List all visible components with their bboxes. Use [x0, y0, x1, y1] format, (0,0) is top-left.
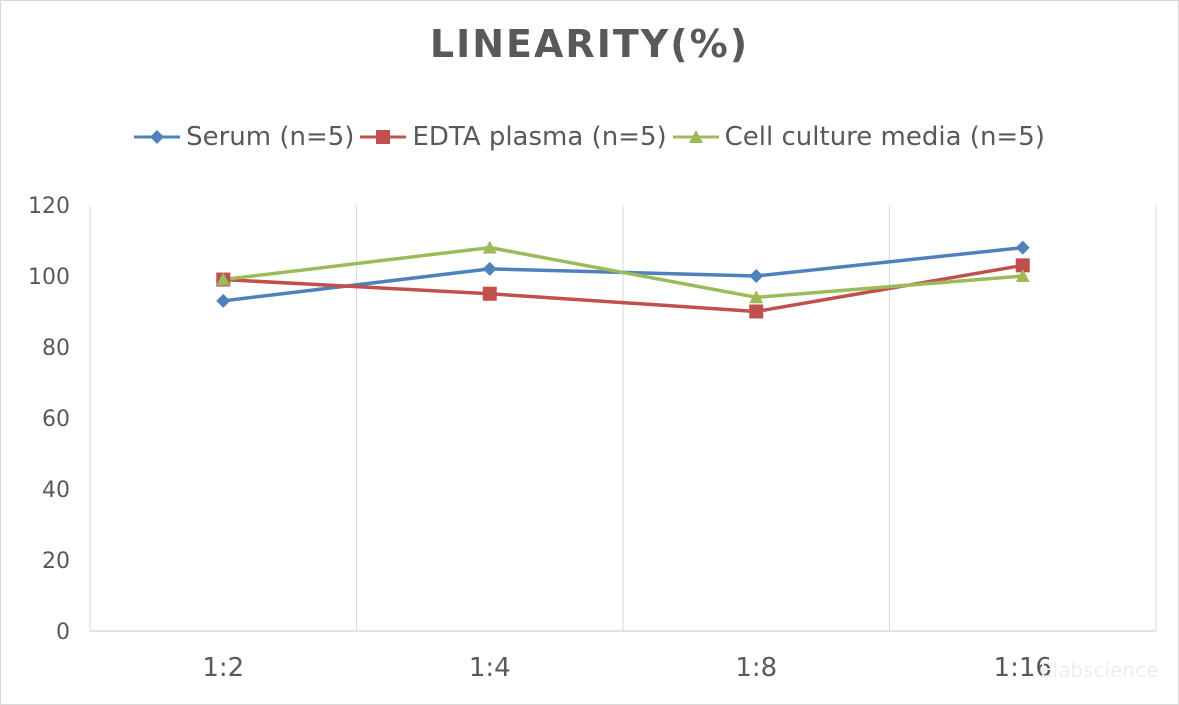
chart-title: LINEARITY(%) — [429, 22, 750, 66]
x-tick-label: 1:16 — [994, 653, 1052, 683]
x-tick-label: 1:4 — [469, 653, 511, 683]
y-tick-label: 20 — [42, 549, 70, 574]
legend-item-cell-culture-media: Cell culture media (n=5) — [672, 122, 1045, 152]
legend-label: EDTA plasma (n=5) — [412, 122, 667, 152]
legend-item-edta-plasma: EDTA plasma (n=5) — [360, 122, 667, 152]
data-point-square — [482, 286, 497, 301]
data-point-triangle — [749, 290, 764, 304]
legend-label: Serum (n=5) — [186, 122, 355, 152]
data-point-square — [1015, 258, 1030, 273]
x-tick-label: 1:8 — [735, 653, 777, 683]
legend-marker-diamond-icon — [134, 130, 181, 144]
data-point-triangle — [1015, 269, 1030, 282]
series-line-1 — [223, 263, 1024, 314]
data-point-diamond — [749, 269, 764, 283]
y-tick-label: 60 — [42, 407, 70, 432]
data-point-square — [749, 304, 764, 319]
x-tick-label: 1:2 — [202, 653, 244, 683]
y-tick-label: 40 — [42, 478, 70, 503]
y-tick-label: 120 — [28, 194, 70, 219]
data-point-triangle — [482, 240, 497, 254]
data-point-triangle — [216, 272, 231, 286]
legend-item-serum: Serum (n=5) — [134, 122, 354, 152]
y-tick-label: 80 — [42, 336, 70, 361]
chart-legend: Serum (n=5) EDTA plasma (n=5) Cell cultu… — [0, 122, 1179, 152]
legend-label: Cell culture media (n=5) — [724, 122, 1045, 152]
y-tick-label: 100 — [28, 265, 70, 290]
data-point-diamond — [482, 261, 497, 276]
y-tick-label: 0 — [56, 620, 70, 645]
series-line-2 — [223, 245, 1023, 300]
legend-marker-triangle-icon — [672, 130, 719, 143]
data-point-diamond — [1015, 240, 1030, 255]
legend-marker-square-icon — [360, 130, 407, 144]
watermark-text: Elabscience — [1040, 658, 1158, 682]
data-point-diamond — [216, 293, 231, 308]
